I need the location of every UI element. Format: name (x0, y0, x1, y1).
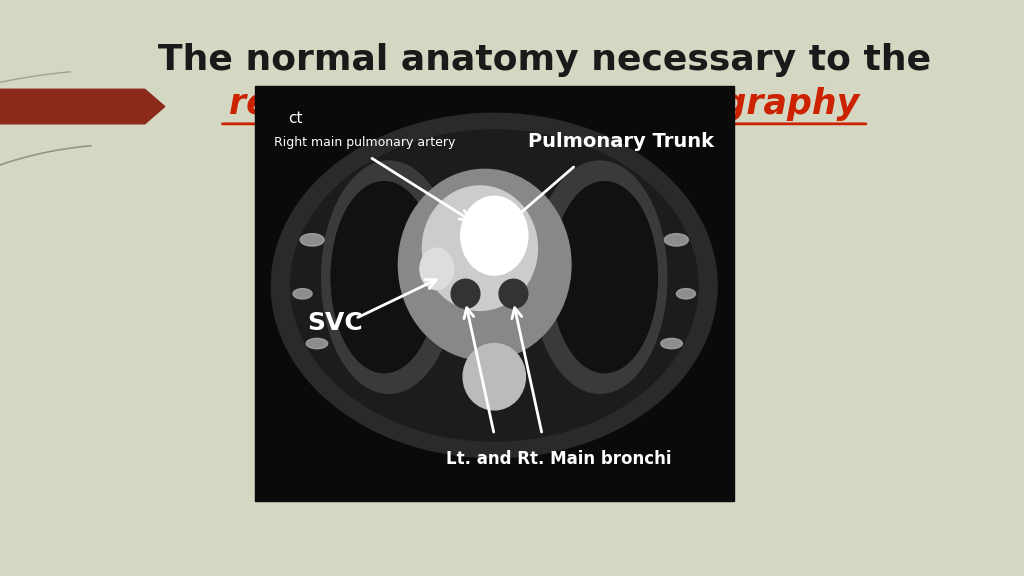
Ellipse shape (461, 196, 527, 275)
Ellipse shape (452, 279, 480, 308)
Ellipse shape (532, 161, 667, 393)
Ellipse shape (463, 343, 525, 410)
Bar (255, 86, 734, 501)
Ellipse shape (398, 169, 571, 360)
Ellipse shape (677, 289, 695, 299)
Ellipse shape (332, 182, 437, 373)
Text: Right main pulmonary artery: Right main pulmonary artery (273, 136, 456, 149)
Text: Lt. and Rt. Main bronchi: Lt. and Rt. Main bronchi (446, 450, 672, 468)
Ellipse shape (322, 161, 456, 393)
Ellipse shape (291, 130, 698, 441)
Text: SVC: SVC (307, 311, 364, 335)
Ellipse shape (306, 338, 328, 348)
Text: The normal anatomy necessary to the: The normal anatomy necessary to the (158, 43, 931, 78)
Ellipse shape (660, 338, 682, 348)
Ellipse shape (552, 182, 657, 373)
Ellipse shape (499, 279, 527, 308)
Ellipse shape (293, 289, 312, 299)
Ellipse shape (552, 182, 657, 373)
Text: respiratory system angiography: respiratory system angiography (229, 86, 859, 121)
Ellipse shape (420, 248, 454, 290)
Ellipse shape (300, 234, 325, 246)
Ellipse shape (271, 113, 717, 457)
Ellipse shape (665, 234, 688, 246)
Text: ct: ct (288, 111, 303, 126)
Text: Pulmonary Trunk: Pulmonary Trunk (527, 132, 714, 151)
Polygon shape (0, 89, 165, 124)
Ellipse shape (422, 186, 538, 310)
Ellipse shape (332, 182, 437, 373)
